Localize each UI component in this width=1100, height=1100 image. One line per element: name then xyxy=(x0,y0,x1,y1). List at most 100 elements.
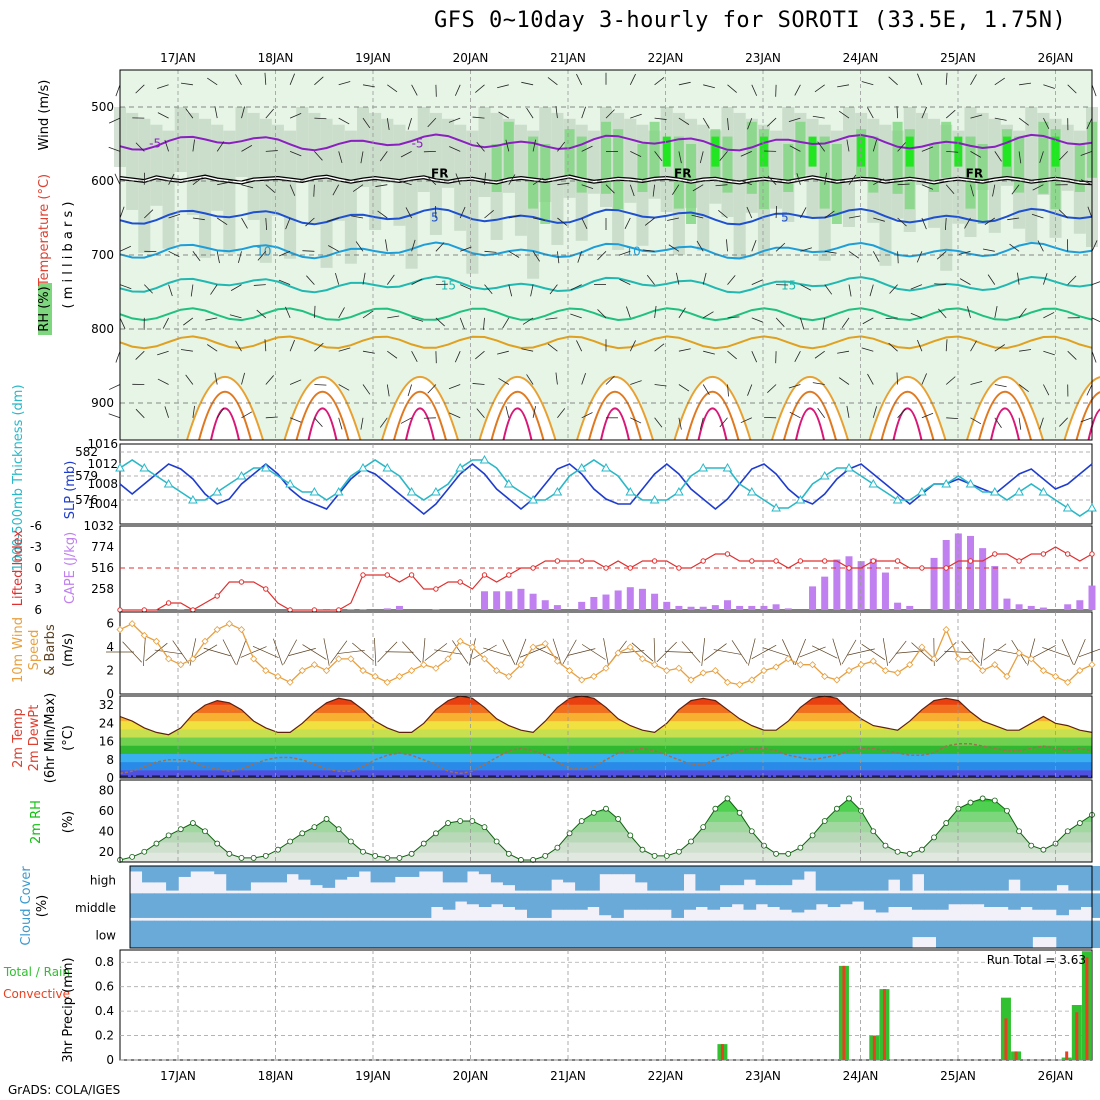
rh-cell xyxy=(758,129,769,210)
cloud-cell-high xyxy=(502,866,516,886)
cape-bar xyxy=(809,586,817,610)
rh-marker xyxy=(129,853,136,860)
cloud-cell-high xyxy=(960,866,973,891)
wind-barb xyxy=(375,184,388,187)
isotherm-plume xyxy=(588,390,642,441)
li-marker xyxy=(408,572,415,578)
cloud-cell-high xyxy=(346,866,360,877)
cape-bar xyxy=(772,604,780,610)
cloud-cell-middle xyxy=(226,893,239,918)
precip-conv-bar xyxy=(872,1035,876,1060)
wind-barb xyxy=(980,638,985,666)
wind-barb xyxy=(644,217,655,226)
wind-barb xyxy=(837,84,850,88)
wind-barb xyxy=(235,340,242,352)
wind-barb xyxy=(605,184,615,194)
cloud-cell-low xyxy=(803,920,817,948)
cloud-cell-high xyxy=(202,866,215,872)
cloud-cell-low xyxy=(1056,920,1069,948)
wind-barb xyxy=(1032,184,1044,191)
cloud-cell-middle xyxy=(851,893,865,902)
temp-tick-label: 24 xyxy=(99,716,114,730)
dewpt-line xyxy=(119,743,1093,775)
wind-barb xyxy=(812,115,825,119)
rh-marker xyxy=(919,846,925,853)
wind-speed-marker xyxy=(1015,649,1023,657)
wind-barb xyxy=(1091,240,1098,252)
cloud-cell-high xyxy=(286,866,300,875)
wind-axis-label-3: & Barbs xyxy=(43,624,58,676)
cloud-cell-low xyxy=(526,920,540,948)
precip-total-label: Total / Rain xyxy=(3,965,70,979)
wind-barb xyxy=(751,239,757,252)
rh-cell xyxy=(405,130,418,269)
wind-tick-label: 0 xyxy=(106,687,114,701)
rh-cell xyxy=(429,112,442,235)
cloud-cell-low xyxy=(936,920,949,948)
wind-barb xyxy=(1018,117,1029,126)
bottom-date-label: 18JAN xyxy=(258,1069,294,1083)
cloud-cell-middle xyxy=(514,893,528,910)
wind-speed-marker xyxy=(590,672,598,680)
wind-barb xyxy=(719,417,728,428)
wind-speed-marker xyxy=(638,655,647,663)
wind-barb xyxy=(449,412,461,419)
wind-barb xyxy=(502,317,510,329)
cloud-cell-low xyxy=(683,920,697,948)
thickness-marker xyxy=(576,462,587,472)
rh-cell xyxy=(722,136,733,193)
thickness-marker xyxy=(819,470,830,480)
pressure-tick-label: 900 xyxy=(91,396,114,410)
li-marker xyxy=(627,565,633,571)
isotherm-line xyxy=(119,275,1093,294)
cape-li-panel: -6 -3 0 3 6 258 516 774 1032 xyxy=(30,519,1096,617)
thickness-marker xyxy=(722,462,733,472)
wind-speed-marker xyxy=(979,667,987,675)
wind-barb xyxy=(945,184,955,195)
rh-cell xyxy=(868,136,879,193)
cape-bar xyxy=(553,605,561,610)
wind-barb xyxy=(521,348,534,352)
wind-barb xyxy=(557,408,566,419)
rh-marker xyxy=(360,848,366,855)
rh-cell xyxy=(162,130,175,249)
cloud-cell-middle xyxy=(142,893,155,918)
thickness-marker xyxy=(503,478,514,488)
precip-conv-bar xyxy=(1014,1051,1018,1060)
wind-axis-label-2: Speed xyxy=(27,630,42,671)
cloud-cell-high xyxy=(466,866,480,872)
wind-barb xyxy=(351,215,364,219)
wind-barb xyxy=(994,306,998,318)
wind-barb xyxy=(183,317,194,326)
wind-barb xyxy=(475,84,485,93)
cape-bar xyxy=(724,600,731,610)
rh-cell xyxy=(491,144,502,192)
rh-marker xyxy=(979,795,986,802)
isotherm-plume xyxy=(210,407,240,441)
wind-barb xyxy=(964,217,971,229)
cloud-cell-high xyxy=(262,866,275,883)
cloud-cell-low xyxy=(406,920,420,948)
wind-barb xyxy=(289,379,302,385)
cape-bar xyxy=(833,559,841,610)
rh-marker xyxy=(202,828,208,835)
wind-barb xyxy=(678,81,691,86)
wind-speed-marker xyxy=(408,667,416,675)
rh-marker xyxy=(287,838,294,845)
rh-marker xyxy=(153,840,160,847)
rh-marker xyxy=(991,797,998,804)
wind-barb xyxy=(921,412,934,419)
wind-barb xyxy=(1018,151,1022,164)
wind-barb xyxy=(934,283,947,285)
wind-barb xyxy=(387,84,398,93)
cloud-cell-low xyxy=(154,920,167,948)
cloud-cell-high xyxy=(382,866,396,883)
wind-barb xyxy=(652,184,655,197)
wind-barb xyxy=(497,350,509,355)
rh-cell xyxy=(954,136,963,167)
rh-cell xyxy=(1074,144,1085,192)
wind-barb xyxy=(521,81,534,86)
wind-axis-label-1: 10m Wind xyxy=(11,617,26,683)
freezing-label: FR xyxy=(431,167,448,181)
